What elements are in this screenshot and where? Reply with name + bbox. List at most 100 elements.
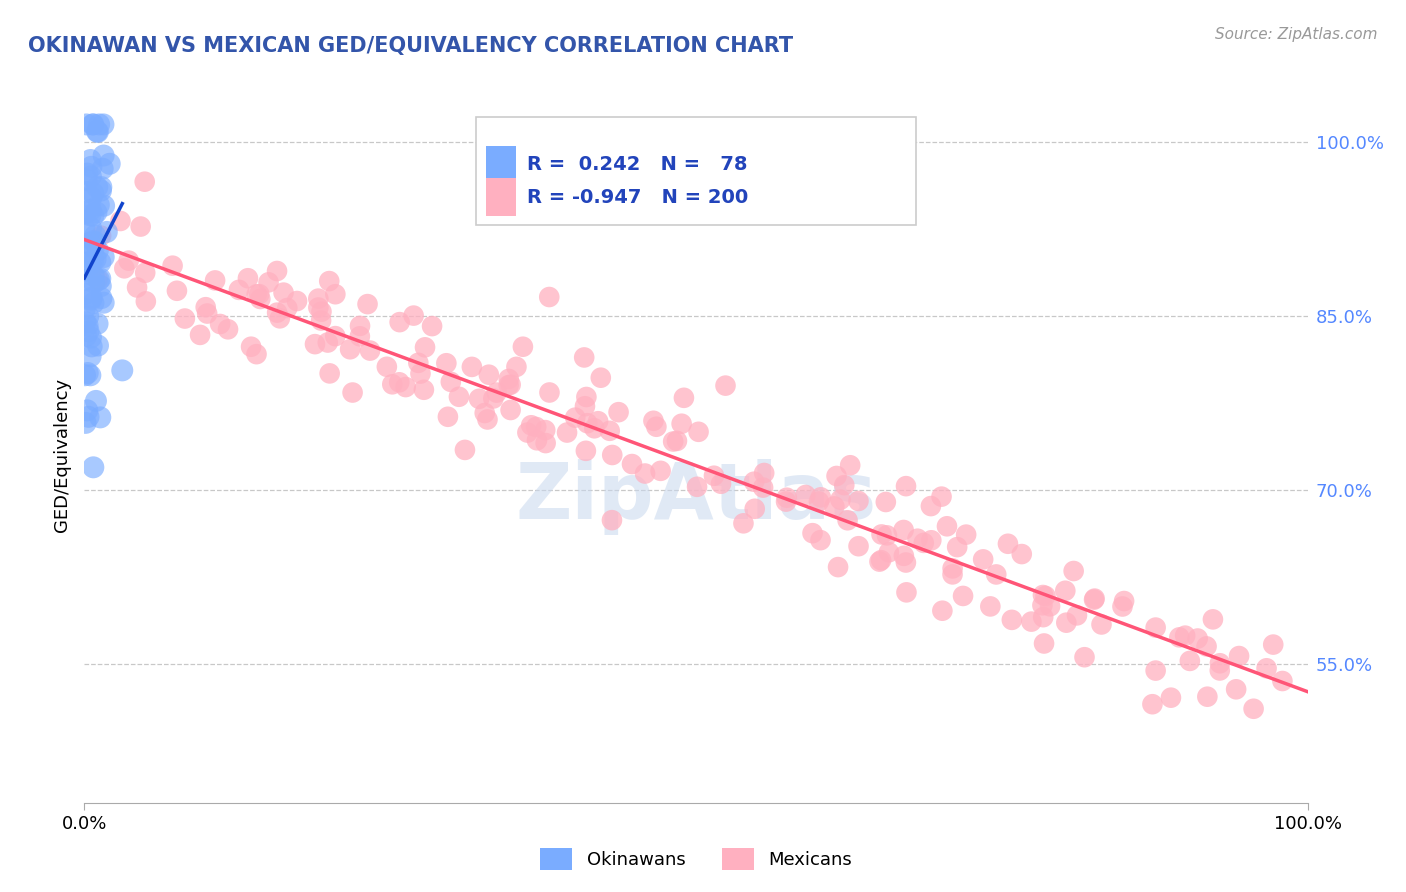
Point — [359, 343, 381, 358]
Point — [188, 327, 211, 342]
Point — [87, 198, 110, 212]
Point — [832, 478, 855, 492]
Point — [325, 287, 347, 301]
Point — [1160, 690, 1182, 705]
Point — [87, 273, 110, 287]
Point — [589, 370, 612, 384]
Point — [1197, 690, 1219, 704]
Point — [127, 280, 149, 294]
Point — [1263, 638, 1285, 652]
Point — [583, 421, 606, 435]
Point — [323, 329, 346, 343]
Point — [285, 293, 308, 308]
Point — [75, 416, 97, 430]
Point — [87, 125, 110, 139]
Point — [538, 385, 561, 400]
Point — [810, 533, 832, 548]
Point — [89, 255, 111, 269]
Point — [408, 356, 430, 370]
Point — [77, 409, 100, 424]
Point — [236, 271, 259, 285]
Point — [269, 311, 291, 326]
Point — [710, 476, 733, 491]
Point — [574, 399, 596, 413]
Point — [643, 414, 665, 428]
Point — [512, 340, 534, 354]
Point — [339, 343, 361, 357]
Point — [134, 266, 156, 280]
Point — [246, 287, 269, 301]
Point — [477, 412, 499, 426]
Point — [955, 527, 977, 541]
Point — [276, 301, 298, 315]
Point — [135, 294, 157, 309]
Point — [485, 385, 508, 400]
Point — [73, 286, 96, 301]
Point — [576, 416, 599, 430]
Point — [827, 560, 849, 574]
Point — [93, 199, 115, 213]
Point — [77, 324, 100, 338]
Point — [388, 376, 411, 390]
Point — [266, 264, 288, 278]
Point — [776, 491, 799, 505]
Point — [83, 241, 105, 255]
Point — [1144, 664, 1167, 678]
Point — [498, 372, 520, 386]
Point — [1202, 612, 1225, 626]
Point — [82, 118, 104, 132]
Point — [82, 118, 104, 132]
Point — [80, 291, 103, 305]
Point — [893, 523, 915, 537]
Point — [111, 363, 134, 377]
Point — [505, 359, 527, 374]
Point — [80, 339, 103, 353]
Point — [1271, 673, 1294, 688]
Point — [80, 160, 103, 174]
Point — [228, 283, 250, 297]
Point — [375, 359, 398, 374]
Point — [93, 148, 115, 162]
Point — [848, 494, 870, 508]
Point — [75, 118, 97, 132]
Point — [240, 340, 263, 354]
Point — [946, 540, 969, 554]
Point — [1021, 615, 1043, 629]
Point — [752, 481, 775, 495]
Point — [76, 167, 98, 181]
Point — [564, 410, 586, 425]
Point — [87, 338, 110, 352]
Point — [1187, 632, 1209, 646]
Point — [80, 330, 103, 344]
Point — [266, 305, 288, 319]
Point — [134, 175, 156, 189]
Point — [309, 313, 332, 327]
Point — [249, 292, 271, 306]
Point — [82, 234, 104, 248]
Point — [837, 513, 859, 527]
Point — [342, 385, 364, 400]
Point — [875, 495, 897, 509]
Point — [1144, 621, 1167, 635]
Point — [79, 256, 101, 270]
Point — [318, 274, 340, 288]
Point — [499, 403, 522, 417]
Point — [90, 228, 112, 243]
Point — [1195, 640, 1218, 654]
Point — [90, 180, 112, 194]
Point — [80, 190, 103, 204]
Point — [775, 494, 797, 508]
Point — [1227, 648, 1250, 663]
Point — [754, 466, 776, 480]
Point — [87, 244, 110, 258]
Point — [474, 406, 496, 420]
Point — [468, 392, 491, 406]
Point — [1054, 615, 1077, 630]
Point — [894, 556, 917, 570]
Point — [896, 585, 918, 599]
Point — [703, 468, 725, 483]
Point — [402, 309, 425, 323]
Point — [1054, 583, 1077, 598]
Point — [1174, 629, 1197, 643]
Point — [413, 340, 436, 354]
